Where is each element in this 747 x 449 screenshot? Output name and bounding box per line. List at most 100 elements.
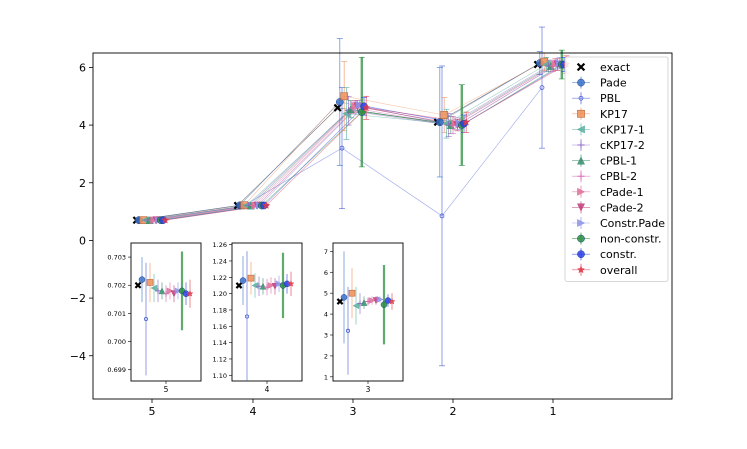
point-overall — [262, 201, 271, 209]
series-line-exact — [136, 64, 538, 221]
legend-marker — [577, 187, 586, 196]
legend-label: cPBL-2 — [600, 170, 637, 183]
inset-y-tick-label: 1 — [324, 373, 328, 381]
inset-point-cKP17-1 — [150, 284, 158, 292]
legend-marker — [576, 265, 586, 274]
legend-label: cKP17-1 — [600, 123, 645, 136]
inset-y-tick-label: 0.702 — [107, 282, 126, 290]
inset-y-tick-label: 1.24 — [213, 257, 227, 265]
legend-label: cPBL-1 — [600, 155, 637, 168]
inset-point-overall — [388, 297, 396, 305]
point-KP17 — [440, 111, 449, 119]
series-line-Pade — [138, 62, 540, 221]
inset-point-KP17 — [247, 274, 255, 282]
legend-entry: exact — [576, 61, 631, 74]
legend-entry: PBL — [572, 92, 621, 105]
inset-y-tick-label: 1.16 — [213, 323, 227, 331]
y-tick-label: 2 — [79, 177, 86, 190]
legend-entry: cKP17-2 — [572, 139, 645, 152]
series-line-cPBL-1 — [149, 65, 551, 221]
legend-entry: Pade — [572, 76, 627, 90]
point-overall — [362, 103, 371, 112]
legend-label: constr. — [600, 248, 637, 261]
inset-point-overall — [287, 280, 295, 287]
inset-3: 1 2 3 4 5 6 7 3 — [324, 242, 404, 394]
inset-point-PBL — [345, 328, 351, 333]
legend-marker — [576, 62, 586, 72]
legend-entry: cPade-1 — [572, 185, 644, 199]
inset-frame — [332, 242, 404, 382]
inset-point-KP17 — [348, 289, 356, 297]
legend-entry: overall — [572, 263, 637, 277]
inset-charts: 0.6990.7000.7010.7020.70351.101.121.141.… — [107, 241, 404, 394]
point-overall — [161, 215, 170, 224]
inset-point-cKP17-2 — [256, 283, 262, 290]
series-line-cKP17-2 — [147, 65, 549, 221]
legend-entry: constr. — [572, 248, 637, 261]
inset-point-Constr.Pade — [174, 287, 182, 295]
legend-label: cPade-1 — [600, 186, 644, 199]
inset-point-cPBL-1 — [360, 299, 368, 306]
legend-label: cPade-2 — [600, 201, 644, 214]
legend-label: exact — [600, 61, 631, 74]
inset-point-Constr.Pade — [275, 280, 283, 288]
y-tick-label: 6 — [79, 61, 86, 74]
inset-point-Pade — [239, 277, 247, 284]
point-PBL — [539, 85, 545, 90]
y-tick-label: 4 — [79, 119, 86, 132]
inset-y-tick-label: 0.699 — [107, 366, 126, 374]
series-line-overall — [165, 64, 567, 221]
inset-y-tick-label: 1.14 — [213, 339, 227, 347]
inset-y-tick-label: 1.18 — [213, 306, 227, 314]
plot-frame — [92, 52, 673, 400]
inset-y-tick-label: 0.703 — [107, 254, 126, 262]
legend-label: PBL — [600, 92, 621, 105]
y-tick-label: 0 — [79, 234, 86, 247]
x-tick-label: 1 — [550, 405, 557, 418]
inset-point-PBL — [143, 316, 149, 322]
point-Pade — [335, 98, 344, 106]
inset-y-tick-label: 1.20 — [213, 290, 227, 298]
inset-x-tick-label: 4 — [265, 385, 270, 394]
main-chart: −4 −2 0 2 4 6 5 4 3 2 1 — [70, 26, 673, 418]
y-tick-label: −4 — [70, 350, 86, 363]
point-Constr.Pade — [355, 100, 364, 109]
inset-point-exact — [336, 298, 344, 305]
inset-point-cPade-1 — [368, 297, 376, 304]
legend-box — [564, 56, 669, 282]
legend-marker — [577, 78, 585, 87]
inset-point-exact — [134, 281, 142, 289]
inset-point-PBL — [244, 314, 250, 319]
inset-y-tick-label: 7 — [324, 248, 328, 256]
legend-entry: cPBL-1 — [572, 154, 637, 168]
legend-entry: cPade-2 — [572, 201, 644, 214]
legend-entry: cKP17-1 — [572, 123, 645, 136]
y-tick-label: −2 — [70, 292, 86, 305]
inset-y-tick-label: 1.22 — [213, 274, 227, 282]
legend-entry: Constr.Pade — [572, 217, 665, 230]
inset-point-cPBL-1 — [259, 282, 267, 290]
legend-label: Constr.Pade — [600, 217, 665, 230]
inset-point-exact — [235, 282, 243, 289]
legend-label: Pade — [600, 77, 627, 90]
legend-marker — [577, 141, 585, 149]
legend-label: non-constr. — [600, 233, 661, 246]
inset-frame — [130, 242, 202, 382]
x-tick-label: 2 — [450, 405, 457, 418]
legend-marker — [577, 250, 585, 259]
inset-x-tick-label: 3 — [366, 385, 371, 394]
inset-point-cPBL-1 — [158, 287, 166, 295]
legend-label: KP17 — [600, 108, 628, 121]
inset-point-cKP17-1 — [251, 282, 259, 289]
inset-y-tick-label: 1.12 — [213, 355, 227, 363]
x-tick-label: 4 — [250, 405, 257, 418]
inset-y-tick-label: 0.700 — [107, 338, 126, 346]
point-PBL — [339, 145, 345, 151]
inset-y-tick-label: 1.10 — [213, 372, 227, 380]
legend-label: cKP17-2 — [600, 139, 645, 152]
point-PBL — [439, 213, 445, 219]
inset-point-Pade — [340, 294, 348, 301]
inset-point-Constr.Pade — [376, 296, 384, 303]
series-line-PBL — [140, 87, 543, 221]
